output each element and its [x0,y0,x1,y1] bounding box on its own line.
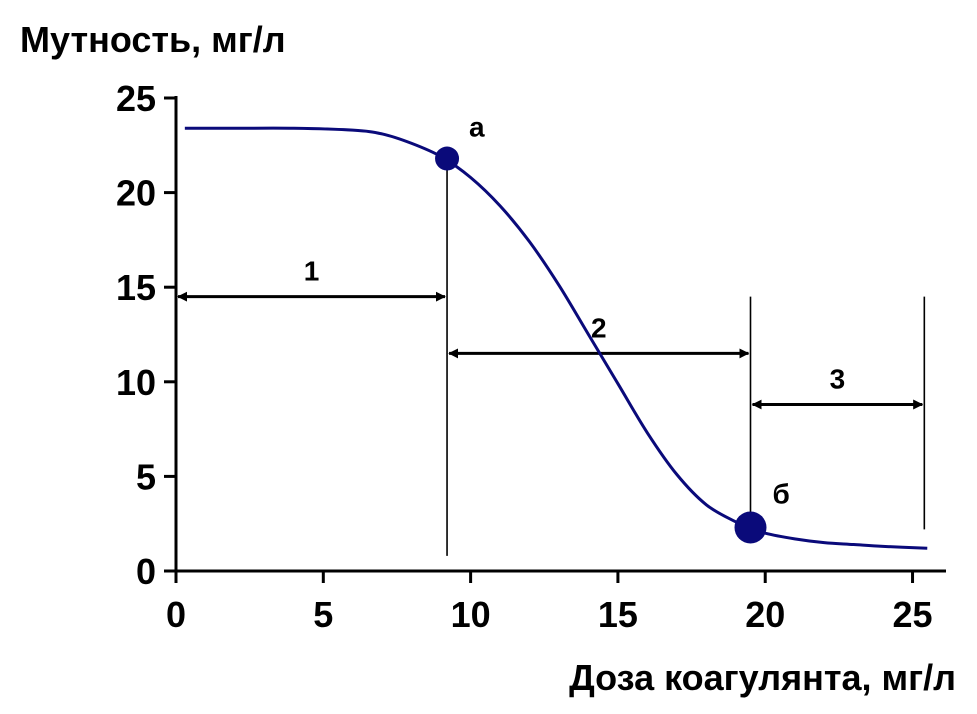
y-tick-label: 10 [116,362,156,403]
x-axis-label: Доза коагулянта, мг/л [569,657,956,698]
ticks: 0 5 10 15 20 25 0 5 10 15 20 25 [116,78,933,635]
x-tick-label: 10 [451,594,491,635]
data-point-label: а [469,112,485,143]
x-tick-label: 20 [745,594,785,635]
y-tick-label: 5 [136,456,156,497]
x-tick-label: 0 [166,594,186,635]
turbidity-curve [184,126,928,550]
data-point-label: б [773,478,790,509]
data-points: аб [435,112,790,544]
data-point-marker [734,511,767,544]
x-tick-label: 5 [313,594,333,635]
range-arrows: 1 2 3 [177,256,924,410]
y-tick-label: 0 [136,551,156,592]
y-tick-label: 15 [116,267,156,308]
y-axis-label: Мутность, мг/л [20,19,286,60]
y-tick-label: 25 [116,78,156,119]
axes [174,96,946,573]
y-tick-label: 20 [116,173,156,214]
x-tick-label: 15 [598,594,638,635]
data-series [184,126,928,550]
range-arrow-label: 2 [591,312,607,343]
data-point-marker [435,146,460,171]
range-arrow-label: 3 [830,364,846,395]
range-arrow-label: 1 [304,256,320,287]
x-tick-label: 25 [893,594,933,635]
vertical-guides [446,158,926,556]
